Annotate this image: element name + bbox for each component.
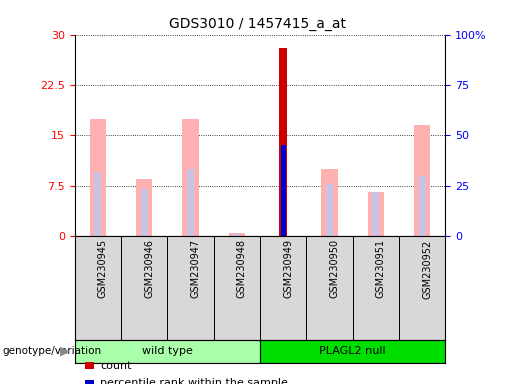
Text: count: count bbox=[100, 361, 132, 371]
Text: wild type: wild type bbox=[142, 346, 193, 356]
Bar bbox=[372, 192, 380, 236]
Text: GSM230950: GSM230950 bbox=[330, 239, 339, 298]
Bar bbox=[368, 192, 384, 236]
Bar bbox=[279, 48, 287, 236]
Bar bbox=[182, 119, 199, 236]
Bar bbox=[233, 234, 241, 236]
Bar bbox=[75, 340, 260, 363]
Text: GSM230947: GSM230947 bbox=[191, 239, 200, 298]
Text: GSM230946: GSM230946 bbox=[144, 239, 154, 298]
Text: GSM230945: GSM230945 bbox=[98, 239, 108, 298]
Text: PLAGL2 null: PLAGL2 null bbox=[319, 346, 386, 356]
Text: GDS3010 / 1457415_a_at: GDS3010 / 1457415_a_at bbox=[169, 17, 346, 31]
Bar bbox=[229, 233, 245, 236]
Bar bbox=[419, 176, 426, 236]
Bar bbox=[326, 184, 333, 236]
Text: GSM230949: GSM230949 bbox=[283, 239, 293, 298]
Bar bbox=[321, 169, 338, 236]
Bar bbox=[141, 189, 148, 236]
Bar bbox=[260, 340, 445, 363]
Bar bbox=[136, 179, 152, 236]
Text: GSM230952: GSM230952 bbox=[422, 239, 432, 298]
Text: GSM230948: GSM230948 bbox=[237, 239, 247, 298]
Bar bbox=[90, 119, 106, 236]
Bar bbox=[281, 146, 285, 236]
Text: percentile rank within the sample: percentile rank within the sample bbox=[100, 378, 288, 384]
Bar bbox=[187, 169, 194, 236]
Text: genotype/variation: genotype/variation bbox=[3, 346, 101, 356]
Bar bbox=[94, 172, 101, 236]
Bar bbox=[414, 125, 431, 236]
Text: GSM230951: GSM230951 bbox=[376, 239, 386, 298]
Text: ▶: ▶ bbox=[60, 345, 70, 358]
